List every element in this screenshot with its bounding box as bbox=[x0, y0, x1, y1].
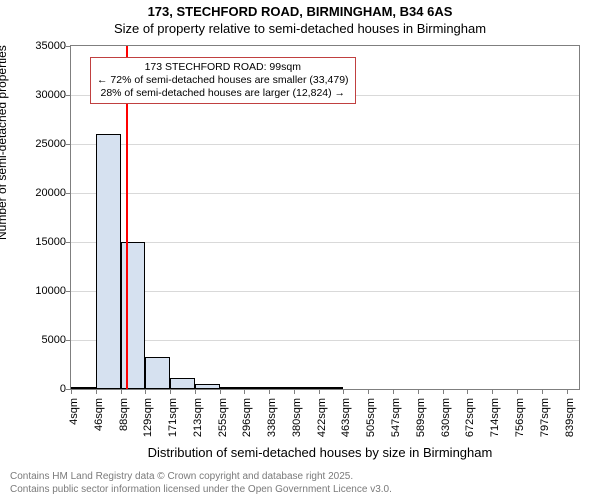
y-tick-label: 0 bbox=[16, 383, 66, 395]
annotation-line-3: 28% of semi-detached houses are larger (… bbox=[97, 87, 349, 100]
y-tick-mark bbox=[66, 193, 71, 194]
y-tick-mark bbox=[66, 95, 71, 96]
histogram-bar bbox=[71, 387, 96, 389]
x-tick-mark bbox=[170, 389, 171, 394]
y-tick-label: 30000 bbox=[16, 89, 66, 101]
footer-line-1: Contains HM Land Registry data © Crown c… bbox=[10, 471, 392, 484]
histogram-bar bbox=[195, 384, 220, 389]
x-tick-mark bbox=[294, 389, 295, 394]
x-axis-label: Distribution of semi-detached houses by … bbox=[60, 445, 580, 460]
x-tick-mark bbox=[71, 389, 72, 394]
annotation-box: 173 STECHFORD ROAD: 99sqm ← 72% of semi-… bbox=[90, 57, 356, 104]
x-tick-mark bbox=[269, 389, 270, 394]
x-tick-mark bbox=[244, 389, 245, 394]
histogram-bar bbox=[294, 387, 319, 389]
y-tick-mark bbox=[66, 242, 71, 243]
annotation-line-2: ← 72% of semi-detached houses are smalle… bbox=[97, 74, 349, 87]
x-tick-mark bbox=[542, 389, 543, 394]
gridline bbox=[71, 144, 579, 145]
chart-title-sub: Size of property relative to semi-detach… bbox=[0, 21, 600, 36]
gridline bbox=[71, 242, 579, 243]
histogram-bar bbox=[244, 387, 269, 389]
histogram-bar bbox=[96, 134, 121, 389]
histogram-bar bbox=[220, 387, 244, 389]
x-tick-mark bbox=[195, 389, 196, 394]
y-tick-label: 15000 bbox=[16, 236, 66, 248]
x-tick-mark bbox=[343, 389, 344, 394]
y-tick-label: 35000 bbox=[16, 40, 66, 52]
x-tick-mark bbox=[368, 389, 369, 394]
x-tick-mark bbox=[567, 389, 568, 394]
x-tick-mark bbox=[96, 389, 97, 394]
y-tick-mark bbox=[66, 340, 71, 341]
footer-attribution: Contains HM Land Registry data © Crown c… bbox=[10, 471, 392, 496]
x-tick-mark bbox=[492, 389, 493, 394]
x-tick-mark bbox=[517, 389, 518, 394]
gridline bbox=[71, 193, 579, 194]
annotation-line-1: 173 STECHFORD ROAD: 99sqm bbox=[97, 61, 349, 74]
histogram-bar bbox=[121, 242, 145, 389]
x-tick-mark bbox=[319, 389, 320, 394]
chart-container: 173, STECHFORD ROAD, BIRMINGHAM, B34 6AS… bbox=[0, 0, 600, 500]
y-tick-label: 5000 bbox=[16, 334, 66, 346]
x-tick-mark bbox=[145, 389, 146, 394]
y-tick-mark bbox=[66, 46, 71, 47]
gridline bbox=[71, 340, 579, 341]
histogram-bar bbox=[319, 387, 343, 389]
y-tick-label: 25000 bbox=[16, 138, 66, 150]
footer-line-2: Contains public sector information licen… bbox=[10, 484, 392, 497]
histogram-bar bbox=[145, 357, 170, 389]
x-tick-mark bbox=[393, 389, 394, 394]
gridline bbox=[71, 291, 579, 292]
x-tick-mark bbox=[220, 389, 221, 394]
y-axis-label: Number of semi-detached properties bbox=[0, 45, 9, 240]
chart-title-main: 173, STECHFORD ROAD, BIRMINGHAM, B34 6AS bbox=[0, 4, 600, 19]
histogram-bar bbox=[170, 378, 195, 389]
x-tick-mark bbox=[121, 389, 122, 394]
y-tick-label: 20000 bbox=[16, 187, 66, 199]
x-tick-mark bbox=[418, 389, 419, 394]
histogram-bar bbox=[269, 387, 294, 389]
y-tick-mark bbox=[66, 144, 71, 145]
x-tick-mark bbox=[467, 389, 468, 394]
y-tick-label: 10000 bbox=[16, 285, 66, 297]
x-tick-mark bbox=[443, 389, 444, 394]
y-tick-mark bbox=[66, 291, 71, 292]
